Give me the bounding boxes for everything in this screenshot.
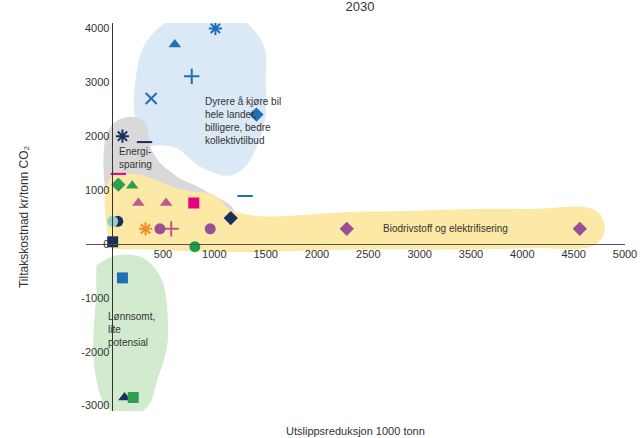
svg-text:1000: 1000 [202, 248, 226, 260]
svg-text:4000: 4000 [510, 248, 534, 260]
svg-text:Energi-sparing: Energi-sparing [119, 146, 152, 170]
svg-text:2000: 2000 [85, 130, 109, 142]
svg-text:Tiltakskostnad kr/tonn CO₂: Tiltakskostnad kr/tonn CO₂ [17, 145, 31, 288]
svg-text:Lønnsomt,litepotensial: Lønnsomt,litepotensial [108, 311, 155, 348]
svg-text:0: 0 [103, 238, 109, 250]
svg-text:4000: 4000 [85, 22, 109, 34]
svg-text:Utslippsreduksjon 1000 tonn: Utslippsreduksjon 1000 tonn [286, 425, 425, 437]
svg-text:-2000: -2000 [81, 346, 109, 358]
svg-text:-1000: -1000 [81, 292, 109, 304]
svg-text:1000: 1000 [85, 184, 109, 196]
svg-text:5000: 5000 [613, 248, 637, 260]
svg-text:Dyrere å kjøre bilhele landet,: Dyrere å kjøre bilhele landet,billigere,… [205, 96, 281, 146]
svg-text:4500: 4500 [561, 248, 585, 260]
svg-text:3000: 3000 [407, 248, 431, 260]
svg-text:2500: 2500 [356, 248, 380, 260]
svg-text:2030: 2030 [346, 0, 375, 14]
svg-text:-3000: -3000 [81, 399, 109, 411]
svg-text:1500: 1500 [253, 248, 277, 260]
svg-text:Biodrivstoff og elektrifiserin: Biodrivstoff og elektrifisering [383, 223, 508, 234]
svg-text:3500: 3500 [459, 248, 483, 260]
svg-text:500: 500 [154, 248, 172, 260]
svg-text:3000: 3000 [85, 76, 109, 88]
svg-text:2000: 2000 [305, 248, 329, 260]
